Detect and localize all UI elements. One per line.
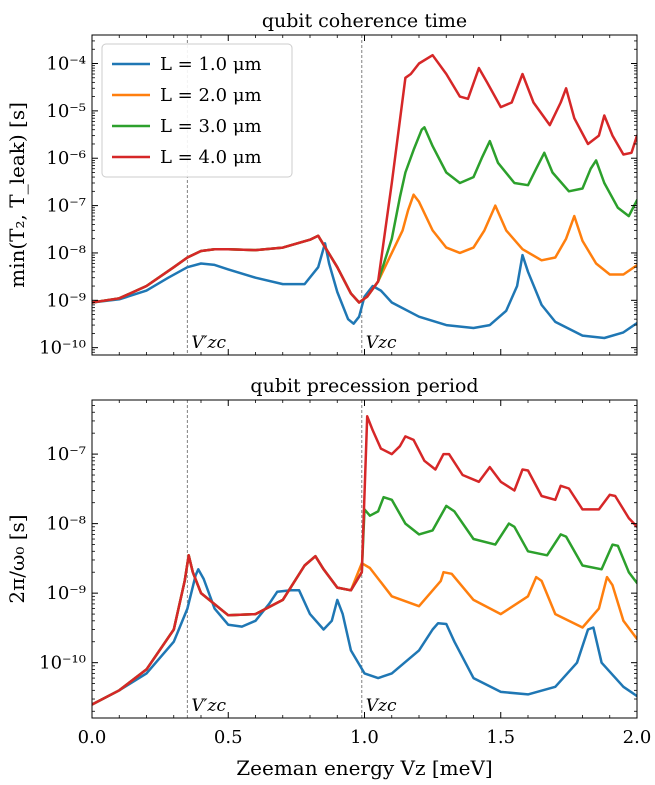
panel-1-series-group <box>92 53 637 340</box>
panel-1-series-1 <box>92 242 637 340</box>
panel-2-y-tick-label: 10⁻⁷ <box>46 444 86 465</box>
panel-2-series-4 <box>92 415 637 706</box>
panel-1-y-tick-label: 10⁻⁸ <box>46 243 86 264</box>
panel-1-y-tick-label: 10⁻⁶ <box>46 148 86 169</box>
panel-2-y-axis-label: 2π/ω₀ [s] <box>5 514 29 603</box>
legend-box <box>101 43 293 178</box>
panel-1-series-2 <box>92 193 637 304</box>
panel-2-series-group <box>92 415 637 706</box>
panel-2-y-tick-label: 10⁻⁸ <box>46 514 86 535</box>
panel-1-y-tick-label: 10⁻⁷ <box>46 196 86 217</box>
panel-2-x-tick-label: 0.5 <box>214 727 243 748</box>
x-axis-label: Zeeman energy Vz [meV] <box>236 756 492 780</box>
panel-2-x-tick-label: 1.5 <box>486 727 515 748</box>
panel-2-y-tick-label: 10⁻⁹ <box>46 583 86 604</box>
legend-label-1: L = 1.0 μm <box>160 54 262 75</box>
panel-2-title: qubit precession period <box>250 375 478 397</box>
panel-2-frame <box>91 399 638 719</box>
panel-1-series-4 <box>92 53 637 304</box>
panel-2-x-tick-label: 2.0 <box>623 727 652 748</box>
panel-1-y-axis-label: min(T₂, T_leak) [s] <box>5 102 29 288</box>
legend-label-4: L = 4.0 μm <box>160 147 262 168</box>
panel-1-vline-label-2: Vzc <box>366 333 397 353</box>
panel-2-vline-label-2: Vzc <box>366 696 397 716</box>
panel-2-x-tick-label: 1.0 <box>350 727 379 748</box>
panel-1-y-tick-label: 10⁻⁵ <box>46 101 86 122</box>
legend-label-3: L = 3.0 μm <box>160 116 262 137</box>
panel-2-x-tick-label: 0.0 <box>78 727 107 748</box>
panel-2-y-tick-label: 10⁻¹⁰ <box>39 653 86 674</box>
legend-label-2: L = 2.0 μm <box>160 85 262 106</box>
panel-2-series-1 <box>92 568 637 706</box>
panel-1-title: qubit coherence time <box>262 10 467 32</box>
panel-1-y-tick-label: 10⁻⁴ <box>46 54 86 75</box>
panel-1-y-tick-label: 10⁻⁹ <box>46 290 86 311</box>
panel-1-y-tick-label: 10⁻¹⁰ <box>39 338 86 359</box>
panel-1-vline-label-1: V′zc <box>191 333 226 353</box>
panel-2-vline-label-1: V′zc <box>191 696 226 716</box>
